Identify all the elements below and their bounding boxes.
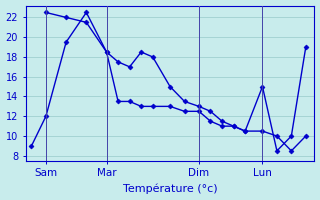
X-axis label: Température (°c): Température (°c) [123,184,217,194]
